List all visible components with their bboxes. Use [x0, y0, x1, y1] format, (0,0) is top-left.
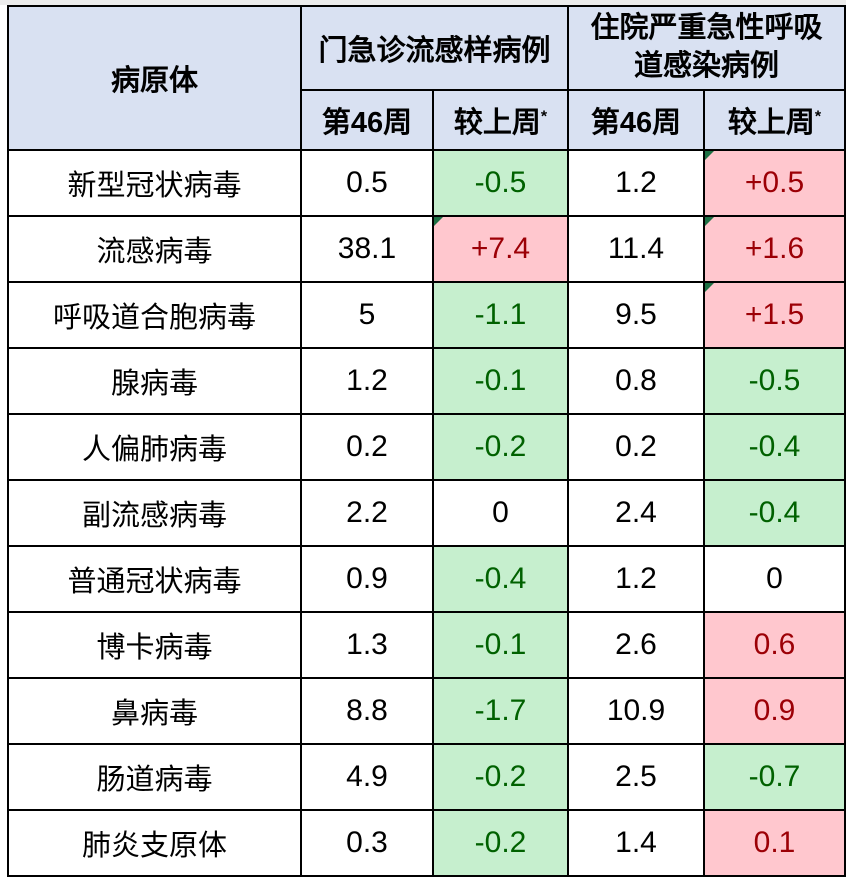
inpatient-change-cell: -0.7 [703, 743, 846, 811]
table-row: 鼻病毒 8.8 -1.7 10.9 0.9 [7, 677, 846, 745]
pathogen-name-cell: 新型冠状病毒 [7, 149, 302, 217]
outpatient-week-value-cell: 0.2 [300, 413, 434, 481]
inpatient-week-subheader: 第46周 [567, 89, 706, 151]
table-row: 副流感病毒 2.2 0 2.4 -0.4 [7, 479, 846, 547]
week-label: 第46周 [590, 107, 682, 139]
pathogen-name-cell: 博卡病毒 [7, 611, 302, 679]
table-header: 病原体 门急诊流感样病例 住院严重急性呼吸道感染病例 第46周 较上周* 第46… [7, 5, 846, 151]
vs-last-week-label: 较上周 [727, 107, 815, 139]
inpatient-week-value-cell: 0.2 [567, 413, 706, 481]
inpatient-week-value-cell: 2.6 [567, 611, 706, 679]
inpatient-week-value-cell: 1.2 [567, 149, 706, 217]
inpatient-week-value-cell: 1.2 [567, 545, 706, 613]
outpatient-week-value-cell: 5 [300, 281, 434, 349]
inpatient-week-value-cell: 11.4 [567, 215, 706, 283]
pathogen-name-cell: 普通冠状病毒 [7, 545, 302, 613]
table-row: 普通冠状病毒 0.9 -0.4 1.2 0 [7, 545, 846, 613]
inpatient-change-cell: +1.5 [703, 281, 846, 349]
table-row: 流感病毒 38.1 +7.4 11.4 +1.6 [7, 215, 846, 283]
outpatient-week-value-cell: 1.3 [300, 611, 434, 679]
outpatient-change-cell: -0.4 [431, 545, 570, 613]
inpatient-week-value-cell: 9.5 [567, 281, 706, 349]
outpatient-group-header: 门急诊流感样病例 [299, 5, 570, 91]
outpatient-change-cell: -1.1 [431, 281, 570, 349]
table-body: 新型冠状病毒 0.5 -0.5 1.2 +0.5 流感病毒 38.1 +7.4 … [7, 149, 846, 877]
inpatient-week-value-cell: 10.9 [567, 677, 706, 745]
pathogen-name-cell: 人偏肺病毒 [7, 413, 302, 481]
outpatient-week-value-cell: 0.3 [300, 809, 434, 877]
pathogen-name-cell: 流感病毒 [7, 215, 302, 283]
outpatient-week-value-cell: 4.9 [300, 743, 434, 811]
outpatient-week-value-cell: 0.9 [300, 545, 434, 613]
week-label: 第46周 [321, 107, 413, 139]
inpatient-change-cell: 0.9 [703, 677, 846, 745]
outpatient-change-cell: -0.2 [431, 743, 570, 811]
footnote-asterisk: * [540, 108, 548, 126]
outpatient-week-value-cell: 0.5 [300, 149, 434, 217]
footnote-asterisk: * [814, 108, 822, 126]
inpatient-change-cell: 0 [703, 545, 846, 613]
outpatient-change-cell: -0.2 [431, 809, 570, 877]
outpatient-change-cell: +7.4 [431, 215, 570, 283]
outpatient-change-cell: -0.5 [431, 149, 570, 217]
group-header-row: 病原体 门急诊流感样病例 住院严重急性呼吸道感染病例 [7, 5, 846, 151]
table-row: 人偏肺病毒 0.2 -0.2 0.2 -0.4 [7, 413, 846, 481]
outpatient-week-value-cell: 8.8 [300, 677, 434, 745]
outpatient-change-cell: -0.2 [431, 413, 570, 481]
table-row: 呼吸道合胞病毒 5 -1.1 9.5 +1.5 [7, 281, 846, 349]
inpatient-change-cell: 0.6 [703, 611, 846, 679]
table-row: 新型冠状病毒 0.5 -0.5 1.2 +0.5 [7, 149, 846, 217]
pathogen-name-cell: 肺炎支原体 [7, 809, 302, 877]
outpatient-change-cell: -0.1 [431, 347, 570, 415]
pathogen-surveillance-table: 病原体 门急诊流感样病例 住院严重急性呼吸道感染病例 第46周 较上周* 第46… [7, 5, 846, 877]
inpatient-group-header: 住院严重急性呼吸道感染病例 [567, 5, 846, 91]
pathogen-name-cell: 呼吸道合胞病毒 [7, 281, 302, 349]
vs-last-week-label: 较上周 [453, 107, 541, 139]
spreadsheet-edge [0, 0, 846, 5]
inpatient-vs-last-week-subheader: 较上周* [703, 89, 846, 151]
pathogen-column-header: 病原体 [7, 5, 302, 151]
inpatient-change-cell: -0.4 [703, 413, 846, 481]
outpatient-week-value-cell: 38.1 [300, 215, 434, 283]
inpatient-week-value-cell: 1.4 [567, 809, 706, 877]
table-row: 腺病毒 1.2 -0.1 0.8 -0.5 [7, 347, 846, 415]
pathogen-name-cell: 鼻病毒 [7, 677, 302, 745]
pathogen-name-cell: 肠道病毒 [7, 743, 302, 811]
inpatient-week-value-cell: 2.4 [567, 479, 706, 547]
inpatient-change-cell: -0.4 [703, 479, 846, 547]
pathogen-name-cell: 副流感病毒 [7, 479, 302, 547]
table-row: 肠道病毒 4.9 -0.2 2.5 -0.7 [7, 743, 846, 811]
inpatient-week-value-cell: 2.5 [567, 743, 706, 811]
outpatient-change-cell: 0 [431, 479, 570, 547]
outpatient-change-cell: -0.1 [431, 611, 570, 679]
outpatient-week-subheader: 第46周 [300, 89, 434, 151]
inpatient-change-cell: +0.5 [703, 149, 846, 217]
table-row: 肺炎支原体 0.3 -0.2 1.4 0.1 [7, 809, 846, 877]
sub-header-row: 第46周 较上周* 第46周 较上周* [8, 89, 846, 151]
inpatient-change-cell: +1.6 [703, 215, 846, 283]
inpatient-change-cell: -0.5 [703, 347, 846, 415]
outpatient-week-value-cell: 1.2 [300, 347, 434, 415]
table-row: 博卡病毒 1.3 -0.1 2.6 0.6 [7, 611, 846, 679]
pathogen-name-cell: 腺病毒 [7, 347, 302, 415]
outpatient-vs-last-week-subheader: 较上周* [431, 89, 570, 151]
outpatient-week-value-cell: 2.2 [300, 479, 434, 547]
inpatient-change-cell: 0.1 [703, 809, 846, 877]
inpatient-week-value-cell: 0.8 [567, 347, 706, 415]
outpatient-change-cell: -1.7 [431, 677, 570, 745]
